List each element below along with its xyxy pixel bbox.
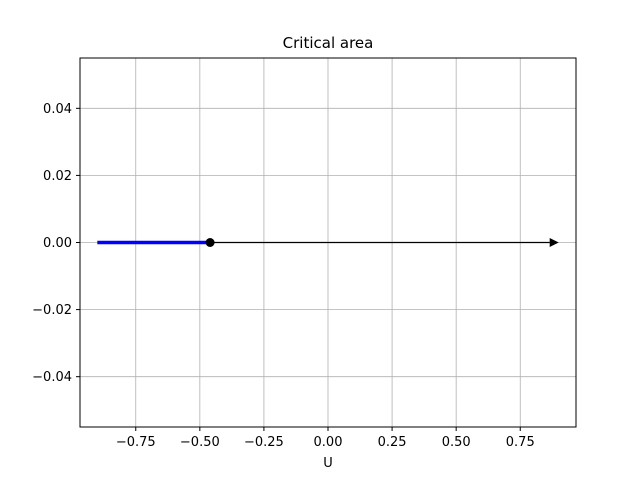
- data-layer: [97, 238, 559, 247]
- x-axis-label: U: [323, 456, 333, 471]
- y-tick-label: −0.04: [32, 370, 72, 385]
- chart-title: Critical area: [283, 34, 374, 52]
- x-tick-label: 0.75: [506, 435, 535, 450]
- x-tick-label: −0.50: [180, 435, 220, 450]
- y-tick-label: 0.04: [43, 102, 72, 117]
- critical-point-marker: [205, 238, 215, 247]
- y-tick-label: 0.02: [43, 169, 72, 184]
- ticks: −0.75 −0.50 −0.25 0.00 0.25 0.50 0.75 −0.04 −0.0…: [32, 102, 535, 450]
- x-tick-label: −0.75: [116, 435, 156, 450]
- arrow-head: [549, 238, 559, 247]
- x-tick-label: 0.50: [442, 435, 471, 450]
- x-tick-label: 0.25: [378, 435, 407, 450]
- y-tick-label: −0.02: [32, 303, 72, 318]
- x-tick-label: −0.25: [244, 435, 284, 450]
- y-tick-label: 0.00: [43, 236, 72, 251]
- x-tick-label: 0.00: [314, 435, 343, 450]
